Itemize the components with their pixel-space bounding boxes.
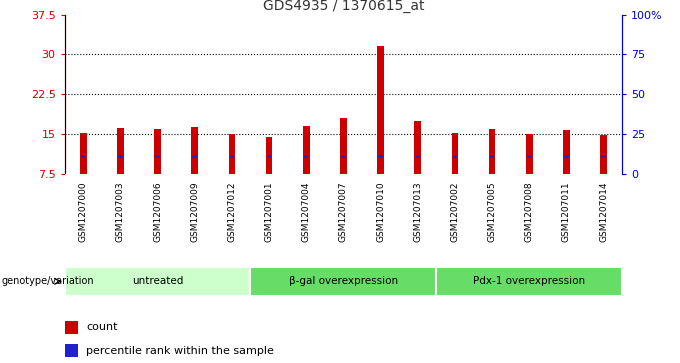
Bar: [155, 155, 160, 158]
Text: GSM1207014: GSM1207014: [599, 182, 608, 242]
Text: GSM1207012: GSM1207012: [227, 182, 237, 242]
Bar: [378, 155, 383, 158]
Bar: [340, 118, 347, 174]
Bar: [601, 155, 606, 158]
Bar: [192, 155, 197, 158]
Bar: [65, 321, 78, 334]
Bar: [267, 155, 271, 158]
Text: percentile rank within the sample: percentile rank within the sample: [86, 346, 274, 356]
Text: GSM1207001: GSM1207001: [265, 182, 273, 242]
Bar: [489, 129, 496, 174]
Text: Pdx-1 overexpression: Pdx-1 overexpression: [473, 276, 585, 286]
Bar: [437, 266, 622, 296]
Bar: [415, 155, 420, 158]
Text: count: count: [86, 322, 118, 332]
Text: GSM1207002: GSM1207002: [450, 182, 460, 242]
Bar: [414, 121, 421, 174]
Bar: [228, 134, 235, 174]
Title: GDS4935 / 1370615_at: GDS4935 / 1370615_at: [262, 0, 424, 13]
Bar: [452, 133, 458, 174]
Bar: [81, 155, 86, 158]
Bar: [230, 155, 234, 158]
Bar: [191, 127, 198, 174]
Bar: [341, 155, 345, 158]
Text: β-gal overexpression: β-gal overexpression: [289, 276, 398, 286]
Bar: [65, 266, 250, 296]
Text: GSM1207013: GSM1207013: [413, 182, 422, 242]
Text: GSM1207008: GSM1207008: [525, 182, 534, 242]
Bar: [564, 155, 568, 158]
Text: GSM1207005: GSM1207005: [488, 182, 496, 242]
Text: GSM1207000: GSM1207000: [79, 182, 88, 242]
Text: GSM1207007: GSM1207007: [339, 182, 348, 242]
Text: GSM1207009: GSM1207009: [190, 182, 199, 242]
Bar: [65, 344, 78, 357]
Bar: [453, 155, 457, 158]
Bar: [250, 266, 437, 296]
Text: GSM1207006: GSM1207006: [153, 182, 162, 242]
Bar: [266, 137, 273, 174]
Bar: [154, 129, 161, 174]
Text: GSM1207011: GSM1207011: [562, 182, 571, 242]
Bar: [303, 126, 309, 174]
Text: untreated: untreated: [132, 276, 183, 286]
Bar: [80, 133, 86, 174]
Text: GSM1207010: GSM1207010: [376, 182, 385, 242]
Text: GSM1207003: GSM1207003: [116, 182, 125, 242]
Text: genotype/variation: genotype/variation: [1, 276, 94, 286]
Bar: [377, 46, 384, 174]
Bar: [600, 135, 607, 174]
Bar: [304, 155, 309, 158]
Bar: [526, 134, 532, 174]
Bar: [563, 130, 570, 174]
Bar: [118, 155, 122, 158]
Bar: [490, 155, 494, 158]
Bar: [527, 155, 532, 158]
Text: GSM1207004: GSM1207004: [302, 182, 311, 242]
Bar: [117, 128, 124, 174]
